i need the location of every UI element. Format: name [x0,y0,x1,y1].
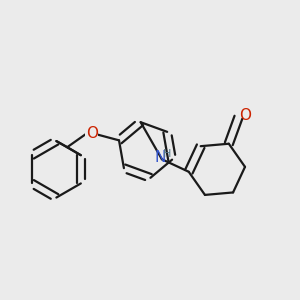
Text: H: H [163,149,171,159]
Text: N: N [155,150,166,165]
Text: O: O [239,108,251,123]
Text: O: O [86,125,98,140]
